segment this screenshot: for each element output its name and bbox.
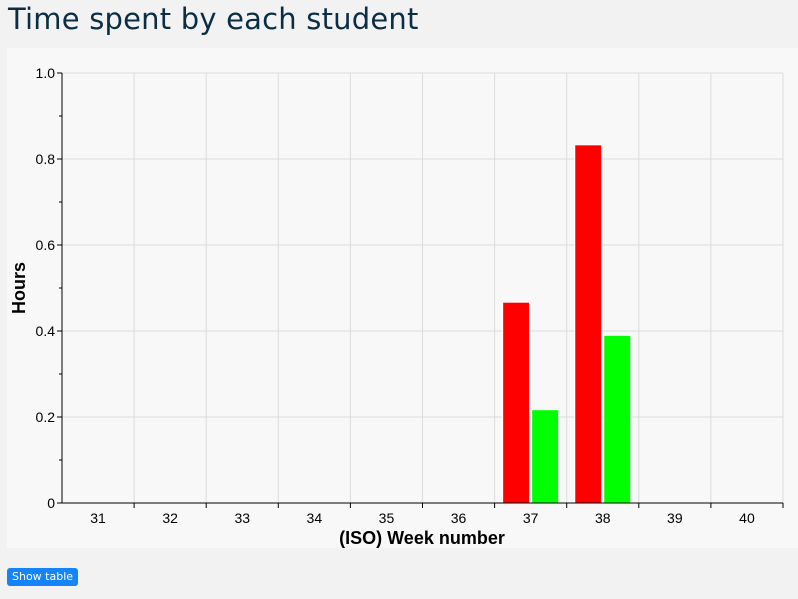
bar bbox=[574, 144, 603, 504]
y-axis-title: Hours bbox=[9, 262, 29, 314]
x-tick-label: 35 bbox=[379, 510, 395, 526]
show-table-button[interactable]: Show table bbox=[7, 568, 79, 586]
x-tick-label: 32 bbox=[162, 510, 178, 526]
x-tick-label: 31 bbox=[90, 510, 106, 526]
y-tick-label: 0.6 bbox=[36, 237, 56, 253]
bar bbox=[603, 334, 632, 504]
y-tick-label: 1.0 bbox=[36, 65, 56, 81]
tick-labels: 0 0.2 0.4 0.6 0.8 1.0 31 32 33 34 35 36 37 38 39 40 bbox=[36, 65, 755, 526]
x-tick-label: 40 bbox=[739, 510, 755, 526]
x-tick-label: 37 bbox=[523, 510, 539, 526]
x-tick-label: 34 bbox=[307, 510, 323, 526]
bars bbox=[502, 144, 632, 504]
x-tick-label: 39 bbox=[667, 510, 683, 526]
x-tick-label: 33 bbox=[234, 510, 250, 526]
x-tick-label: 36 bbox=[451, 510, 467, 526]
y-tick-label: 0 bbox=[47, 495, 55, 511]
bar bbox=[502, 301, 531, 504]
chart-panel: 0 0.2 0.4 0.6 0.8 1.0 31 32 33 34 35 36 37 38 39 40 (IS… bbox=[7, 48, 798, 548]
bar-chart: 0 0.2 0.4 0.6 0.8 1.0 31 32 33 34 35 36 37 38 39 40 (IS… bbox=[9, 65, 784, 548]
y-tick-label: 0.4 bbox=[36, 323, 56, 339]
grid bbox=[62, 72, 784, 503]
bar bbox=[531, 409, 560, 504]
x-axis-title: (ISO) Week number bbox=[339, 528, 505, 548]
y-tick-label: 0.8 bbox=[36, 151, 56, 167]
x-tick-label: 38 bbox=[595, 510, 611, 526]
page-title: Time spent by each student bbox=[8, 2, 419, 36]
axes bbox=[57, 72, 784, 508]
y-tick-label: 0.2 bbox=[36, 409, 56, 425]
